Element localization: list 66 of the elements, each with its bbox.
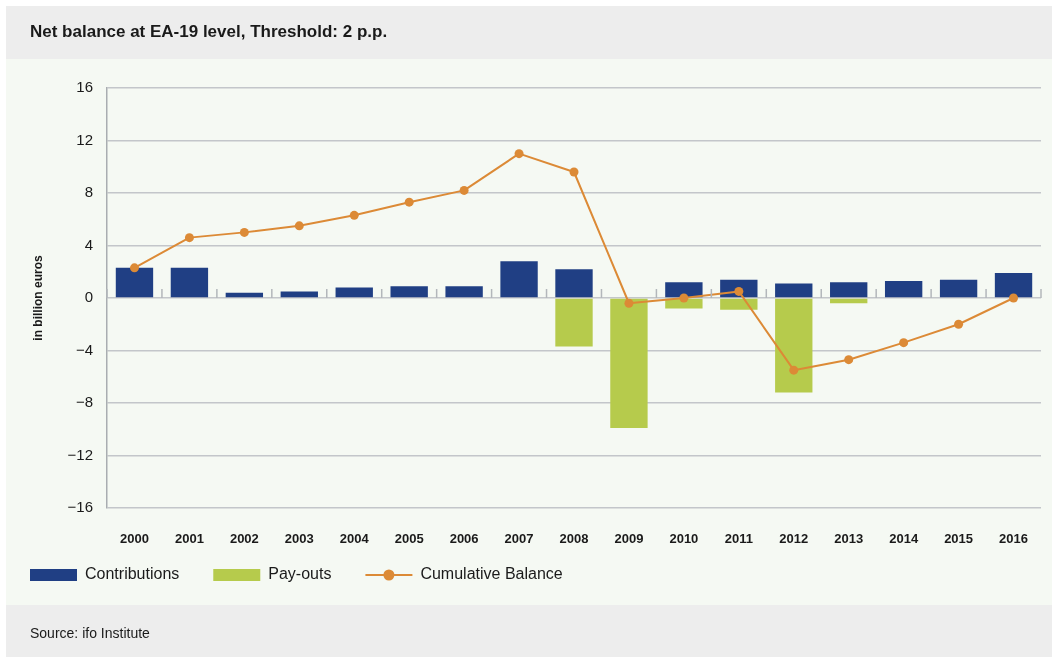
x-tick-label: 2009 xyxy=(614,530,644,546)
y-tick-label: 0 xyxy=(84,288,93,306)
legend-label: Cumulative Balance xyxy=(420,565,563,583)
bar xyxy=(555,269,593,298)
point xyxy=(129,263,139,273)
point xyxy=(294,221,304,231)
point xyxy=(569,167,579,177)
y-tick-label: 4 xyxy=(84,235,93,253)
bar xyxy=(665,282,703,298)
legend-label: Pay-outs xyxy=(268,565,332,583)
y-tick-label: 12 xyxy=(76,130,93,148)
x-tick-label: 2001 xyxy=(174,530,204,546)
point xyxy=(349,210,359,220)
bar xyxy=(115,267,154,298)
x-tick-label: 2011 xyxy=(724,530,753,546)
point xyxy=(899,338,909,348)
y-tick-label: 16 xyxy=(76,78,93,96)
bar xyxy=(610,298,648,428)
legend-label: Contributions xyxy=(85,565,180,583)
x-tick-label: 2002 xyxy=(229,530,259,546)
point xyxy=(1009,293,1019,303)
bar xyxy=(445,286,483,298)
y-tick-label: −4 xyxy=(75,340,93,358)
source-note: Source: ifo Institute xyxy=(30,625,150,641)
point xyxy=(624,298,634,308)
x-tick-label: 2000 xyxy=(120,530,149,546)
bar xyxy=(775,283,813,298)
bar xyxy=(390,286,428,298)
y-tick-label: −16 xyxy=(67,498,93,516)
point xyxy=(184,233,194,243)
y-tick-label: −8 xyxy=(75,393,93,411)
point xyxy=(844,355,854,365)
y-tick-label: −12 xyxy=(67,445,93,463)
x-tick-label: 2008 xyxy=(559,530,589,546)
bar xyxy=(884,280,923,298)
x-tick-label: 2012 xyxy=(779,530,809,546)
x-tick-label: 2014 xyxy=(889,530,919,546)
x-tick-label: 2004 xyxy=(339,530,370,546)
point xyxy=(239,227,249,237)
bar xyxy=(500,261,538,298)
bar xyxy=(170,267,209,298)
bar xyxy=(775,298,813,393)
bar xyxy=(720,298,758,310)
y-axis-title: in billion euros xyxy=(30,255,45,341)
point xyxy=(514,149,524,159)
y-tick-label: 8 xyxy=(84,183,93,201)
x-tick-label: 2007 xyxy=(504,530,534,546)
bar xyxy=(555,298,593,347)
point xyxy=(459,185,469,195)
bar xyxy=(994,273,1033,298)
x-tick-label: 2003 xyxy=(284,530,314,546)
bar xyxy=(830,282,868,298)
bar xyxy=(939,279,978,298)
bar xyxy=(280,291,318,298)
x-tick-label: 2016 xyxy=(999,530,1028,546)
chart-title: Net balance at EA-19 level, Threshold: 2 p.p. xyxy=(30,22,388,42)
x-tick-label: 2010 xyxy=(669,530,699,546)
point xyxy=(789,365,799,375)
bar xyxy=(335,287,373,298)
x-tick-label: 2015 xyxy=(944,530,974,546)
x-tick-label: 2005 xyxy=(394,530,424,546)
point xyxy=(404,197,414,207)
point xyxy=(679,293,689,303)
x-tick-label: 2013 xyxy=(834,530,864,546)
point xyxy=(954,319,964,329)
x-tick-label: 2006 xyxy=(449,530,479,546)
